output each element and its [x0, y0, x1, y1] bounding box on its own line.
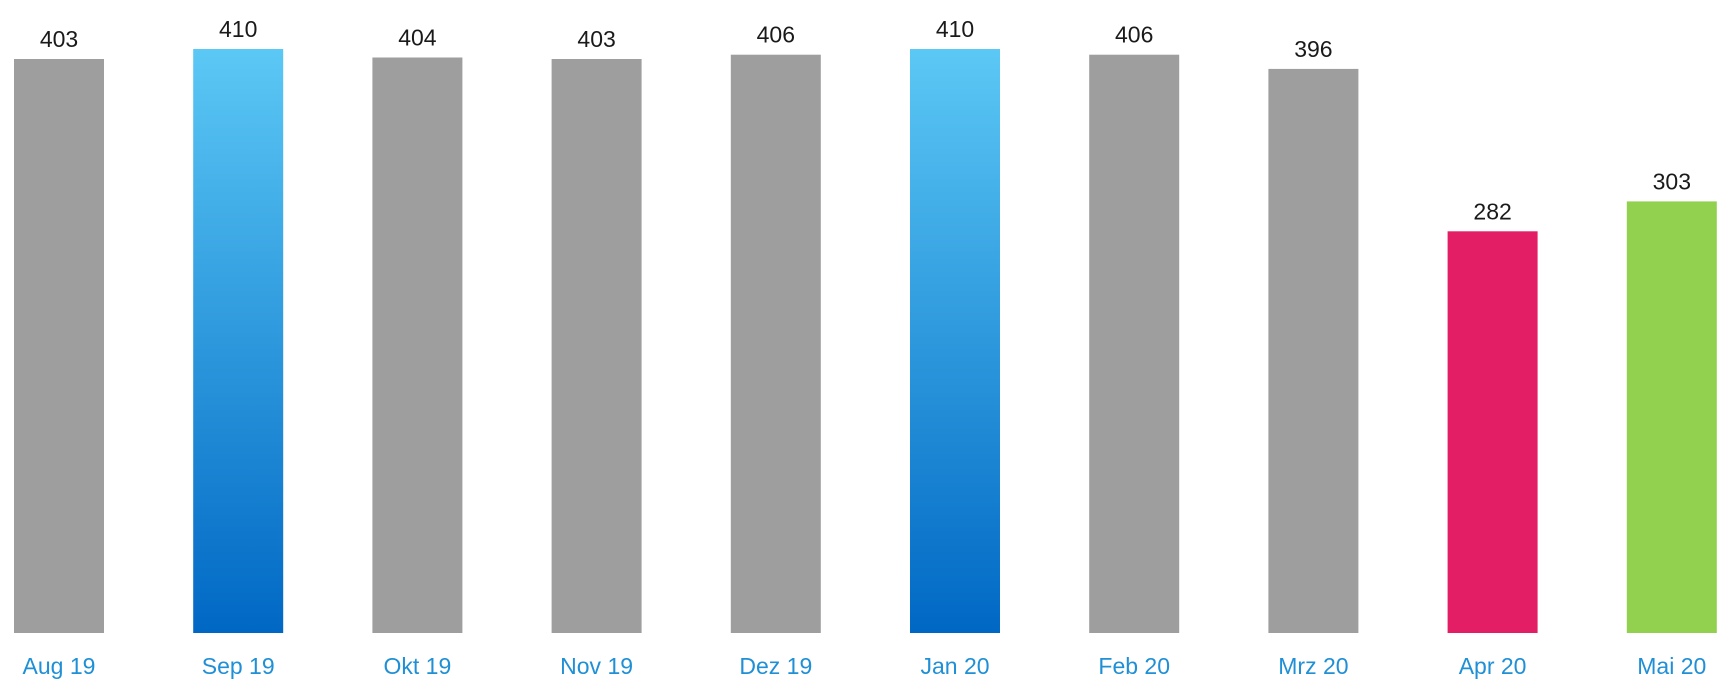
bar-sep-19: [193, 49, 284, 633]
bar-series: [14, 49, 1717, 634]
data-label-mai-20: 303: [1653, 168, 1691, 194]
bar-dez-19: [730, 54, 821, 633]
x-tick-mai-20: Mai 20: [1637, 653, 1706, 679]
bar-apr-20: [1447, 231, 1538, 634]
x-tick-aug-19: Aug 19: [23, 653, 96, 679]
x-tick-dez-19: Dez 19: [739, 653, 812, 679]
data-label-sep-19: 410: [219, 16, 257, 42]
x-tick-okt-19: Okt 19: [384, 653, 452, 679]
bar-feb-20: [1089, 54, 1180, 633]
x-tick-apr-20: Apr 20: [1459, 653, 1527, 679]
x-tick-sep-19: Sep 19: [202, 653, 275, 679]
x-tick-feb-20: Feb 20: [1098, 653, 1170, 679]
bar-mai-20: [1626, 201, 1717, 633]
bar-mrz-20: [1268, 68, 1359, 633]
x-tick-mrz-20: Mrz 20: [1278, 653, 1348, 679]
data-label-nov-19: 403: [577, 26, 615, 52]
value-labels: 403 410 404 403 406 410 406 396 282 303: [40, 16, 1691, 224]
data-label-dez-19: 406: [757, 22, 795, 48]
x-tick-jan-20: Jan 20: [920, 653, 989, 679]
bar-okt-19: [372, 57, 463, 633]
x-tick-nov-19: Nov 19: [560, 653, 633, 679]
bar-aug-19: [14, 59, 104, 633]
data-label-okt-19: 404: [398, 25, 437, 51]
bar-jan-20: [910, 49, 1000, 633]
bar-nov-19: [551, 59, 642, 633]
data-label-aug-19: 403: [40, 26, 78, 52]
data-label-mrz-20: 396: [1294, 36, 1332, 62]
data-label-feb-20: 406: [1115, 22, 1153, 48]
data-label-apr-20: 282: [1473, 198, 1511, 224]
x-axis-tick-labels: Aug 19 Sep 19 Okt 19 Nov 19 Dez 19 Jan 20 Feb …: [23, 653, 1707, 679]
data-label-jan-20: 410: [936, 16, 974, 42]
